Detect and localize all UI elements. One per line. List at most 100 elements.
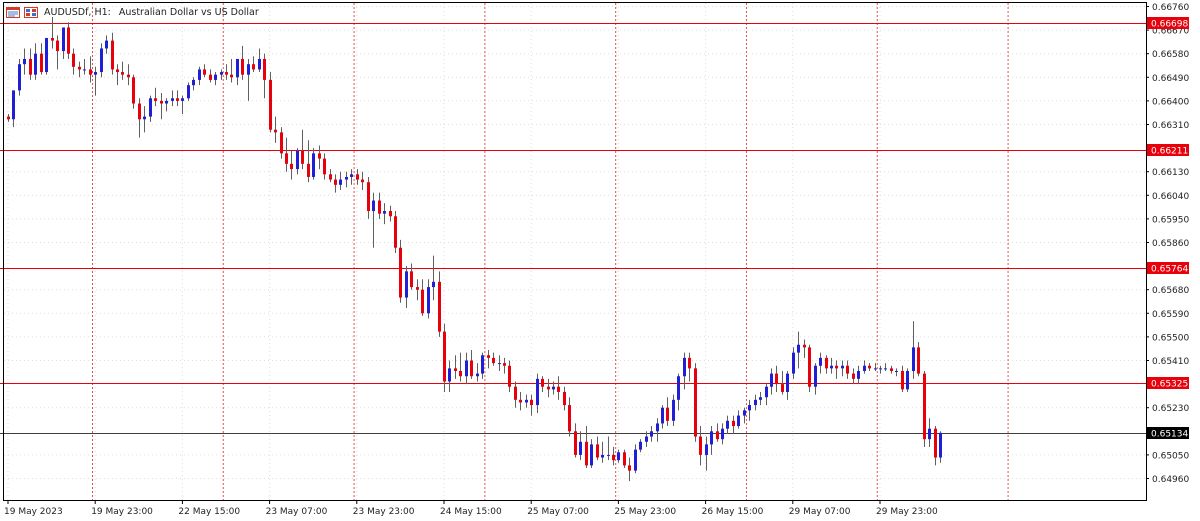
candle-bull (94, 66, 97, 96)
candle-bear (127, 64, 130, 86)
candle-bear (269, 72, 272, 133)
current-price-badge (1147, 427, 1189, 439)
candle-body (399, 247, 402, 298)
candle-body (459, 370, 462, 377)
candle-body (808, 347, 811, 387)
candle-body (220, 72, 223, 75)
candle-body (743, 410, 746, 416)
candle-bull (476, 363, 479, 382)
x-tick-label: 19 May 2023 (4, 507, 63, 517)
candle-bear (934, 426, 937, 466)
candle-bear (7, 114, 10, 122)
candle-body (149, 98, 152, 117)
y-tick-label: 0.65230 (1152, 404, 1189, 414)
candle-bear (666, 397, 669, 427)
candle-body (814, 365, 817, 387)
candle-bear (263, 53, 266, 99)
candle-bear (361, 171, 364, 191)
candle-body (334, 179, 337, 185)
candle-body (601, 454, 604, 458)
candle-body (846, 365, 849, 374)
candle-body (389, 211, 392, 217)
x-tick-label: 22 May 15:00 (178, 507, 240, 517)
candle-bull (939, 431, 942, 463)
candle-bear (67, 22, 70, 59)
candle-body (928, 428, 931, 440)
candle-bull (710, 426, 713, 455)
candle-bull (830, 357, 833, 374)
candle-bull (645, 431, 648, 448)
candle-bull (481, 352, 484, 379)
candle-body (154, 98, 157, 101)
candle-body (498, 363, 501, 365)
chart-window-icon[interactable] (6, 6, 20, 18)
candle-body (345, 176, 348, 180)
y-tick-label: 0.65860 (1152, 239, 1189, 249)
candle-bull (857, 365, 860, 385)
candle-body (405, 271, 408, 298)
candle-bull (661, 405, 664, 429)
candle-body (427, 287, 430, 314)
candle-body (296, 150, 299, 170)
candle-bull (339, 171, 342, 191)
candle-bear (209, 69, 212, 83)
candle-body (34, 53, 37, 75)
y-tick-label: 0.66670 (1152, 27, 1189, 37)
y-tick-label: 0.65950 (1152, 215, 1189, 225)
candle-body (596, 444, 599, 458)
y-tick-label: 0.66490 (1152, 74, 1189, 84)
candle-bear (868, 363, 871, 371)
candle-bear (487, 350, 490, 369)
candle-bear (519, 391, 522, 411)
candle-body (187, 85, 190, 99)
candle-bull (884, 363, 887, 371)
candle-bear (623, 449, 626, 469)
candle-bear (503, 357, 506, 374)
candle-bull (650, 426, 653, 442)
candle-bear (29, 48, 32, 80)
candle-bear (688, 352, 691, 382)
candle-body (906, 370, 909, 390)
level-price-label: 0.65764 (1151, 265, 1188, 275)
candle-bull (765, 384, 768, 406)
candle-body (683, 357, 686, 377)
symbol-list-icon[interactable] (24, 6, 38, 18)
y-tick-label: 0.65500 (1152, 333, 1189, 343)
candle-body (547, 386, 550, 390)
candle-bull (45, 37, 48, 75)
candle-body (825, 357, 828, 369)
candle-bear (574, 423, 577, 458)
candle-bear (280, 127, 283, 159)
candle-body (247, 64, 250, 75)
candle-body (890, 368, 893, 371)
candle-body (912, 347, 915, 371)
plot-frame (3, 2, 1147, 501)
candle-bull (18, 58, 21, 96)
candle-bear (323, 153, 326, 180)
candle-bull (607, 436, 610, 461)
candle-bull (639, 439, 642, 453)
candle-bull (743, 407, 746, 424)
candle-bull (906, 368, 909, 392)
candle-body (530, 399, 533, 406)
candle-body (481, 355, 484, 374)
candle-body (361, 179, 364, 183)
candle-bull (171, 90, 174, 107)
candle-body (716, 431, 719, 440)
candle-bear (514, 381, 517, 408)
candle-body (323, 158, 326, 175)
candle-bear (470, 350, 473, 379)
candle-body (307, 163, 310, 177)
candle-body (857, 370, 860, 379)
candle-body (78, 66, 81, 70)
candle-body (356, 174, 359, 180)
candle-body (470, 360, 473, 377)
candle-bear (438, 271, 441, 337)
candle-bear (176, 90, 179, 107)
candle-body (421, 289, 424, 314)
candle-body (852, 373, 855, 379)
candle-body (198, 69, 201, 80)
candle-bear (775, 365, 778, 392)
